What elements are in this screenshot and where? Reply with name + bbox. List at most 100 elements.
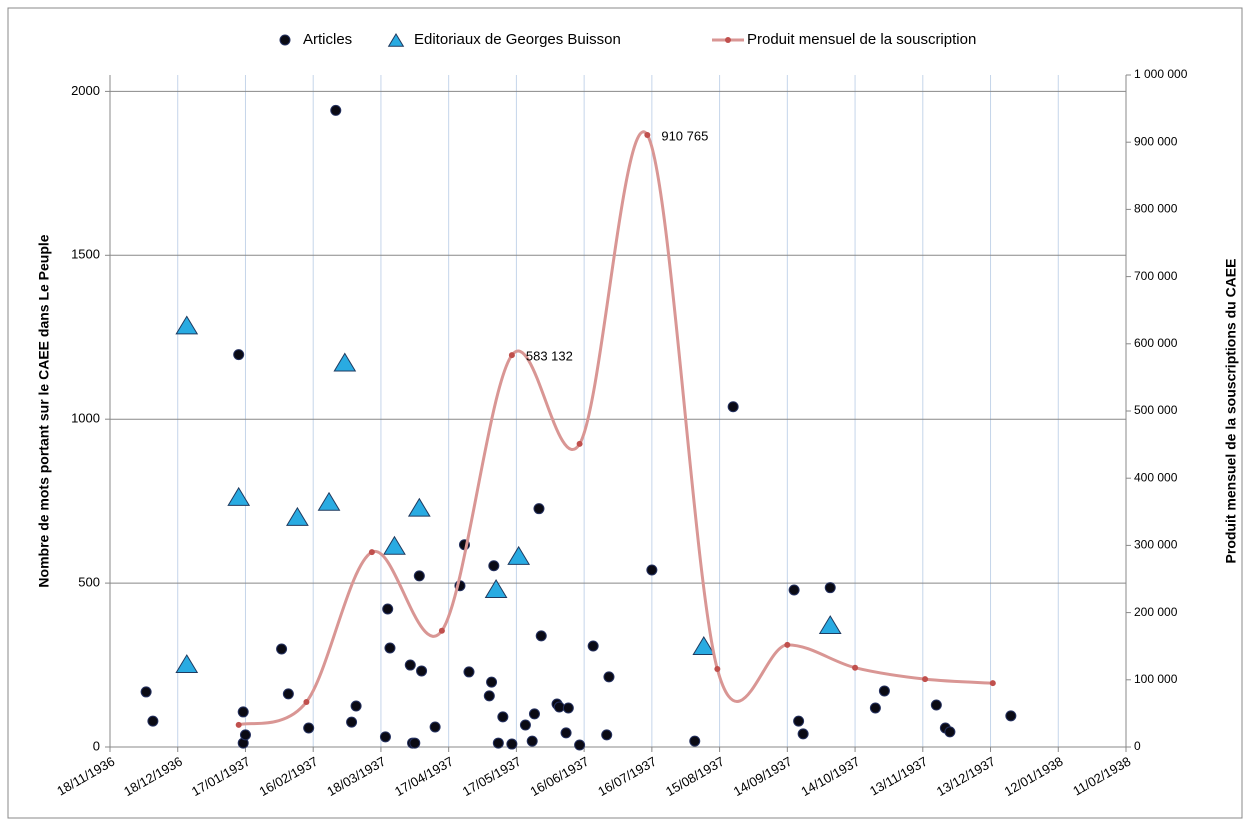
point (276, 643, 288, 655)
point (560, 727, 572, 739)
y2-tick-label: 200 000 (1134, 605, 1178, 619)
point (944, 726, 956, 738)
point (413, 570, 425, 582)
point (416, 665, 428, 677)
line-point (438, 627, 445, 634)
point (601, 729, 613, 741)
point (237, 706, 249, 718)
point (483, 690, 495, 702)
triangle-point (818, 615, 842, 635)
point (587, 640, 599, 652)
point (463, 666, 475, 678)
point (535, 630, 547, 642)
y2-tick-label: 400 000 (1134, 470, 1178, 484)
point (409, 737, 421, 749)
point (384, 642, 396, 654)
point (404, 659, 416, 671)
point (727, 401, 739, 413)
point (869, 702, 881, 714)
point (488, 560, 500, 572)
point (788, 584, 800, 596)
legend-swatch (725, 37, 731, 43)
y2-tick-label: 0 (1134, 739, 1141, 753)
y2-tick-label: 1 000 000 (1134, 67, 1188, 81)
y2-tick-label: 500 000 (1134, 403, 1178, 417)
point (533, 503, 545, 515)
triangle-point (333, 352, 357, 372)
point (330, 104, 342, 116)
point (282, 688, 294, 700)
point (346, 716, 358, 728)
point (429, 721, 441, 733)
line-point (576, 440, 583, 447)
line-point (235, 721, 242, 728)
triangle-point (484, 579, 508, 598)
y-tick-label: 2000 (71, 83, 100, 98)
y-tick-label: 1500 (71, 247, 100, 262)
point (140, 686, 152, 698)
line-point (784, 641, 791, 648)
line-point (714, 666, 721, 673)
point (239, 729, 251, 741)
point (486, 676, 498, 688)
y2-tick-label: 600 000 (1134, 336, 1178, 350)
legend-label: Editoriaux de Georges Buisson (414, 31, 621, 48)
y-tick-label: 500 (78, 575, 100, 590)
line-point (368, 549, 375, 556)
legend-swatch (279, 34, 291, 46)
point (350, 700, 362, 712)
legend-label: Produit mensuel de la souscription (747, 31, 976, 48)
point (303, 722, 315, 734)
triangle-point (175, 654, 199, 674)
line-point (852, 664, 859, 671)
point (878, 685, 890, 697)
point (506, 738, 518, 750)
point (689, 735, 701, 747)
line-point (644, 131, 651, 138)
y2-axis-label: Produit mensuel de la souscriptions du C… (1223, 259, 1239, 564)
y2-tick-label: 100 000 (1134, 672, 1178, 686)
y-tick-label: 0 (93, 738, 100, 753)
line-point (303, 698, 310, 705)
triangle-point (286, 506, 309, 526)
triangle-point (692, 636, 716, 656)
legend-label: Articles (303, 31, 352, 48)
point (793, 715, 805, 727)
legend-swatch (387, 33, 405, 47)
point (519, 719, 531, 731)
point (562, 702, 574, 714)
point (553, 701, 565, 713)
point (379, 731, 391, 743)
line-point (508, 352, 515, 359)
point (528, 708, 540, 720)
triangle-point (507, 545, 531, 565)
point (233, 349, 245, 361)
y2-tick-label: 700 000 (1134, 269, 1178, 283)
point (646, 564, 658, 576)
point (526, 735, 538, 747)
triangle-point (407, 497, 431, 517)
point (574, 739, 586, 751)
point (382, 603, 394, 615)
point (824, 582, 836, 594)
point (497, 711, 509, 723)
point (1005, 710, 1017, 722)
data-label: 583 132 (526, 349, 573, 364)
triangle-point (317, 491, 341, 511)
line-point (989, 680, 996, 687)
y-tick-label: 1000 (71, 411, 100, 426)
y2-tick-label: 900 000 (1134, 134, 1178, 148)
triangle-point (175, 315, 199, 335)
y2-tick-label: 800 000 (1134, 202, 1178, 216)
y-axis-label: Nombre de mots portant sur le CAEE dans … (36, 234, 52, 587)
point (930, 699, 942, 711)
point (603, 671, 615, 683)
line-point (922, 676, 929, 683)
data-label: 910 765 (661, 128, 708, 143)
chart-frame (7, 7, 1243, 819)
line (238, 130, 993, 727)
point (492, 737, 504, 749)
y2-tick-label: 300 000 (1134, 538, 1178, 552)
